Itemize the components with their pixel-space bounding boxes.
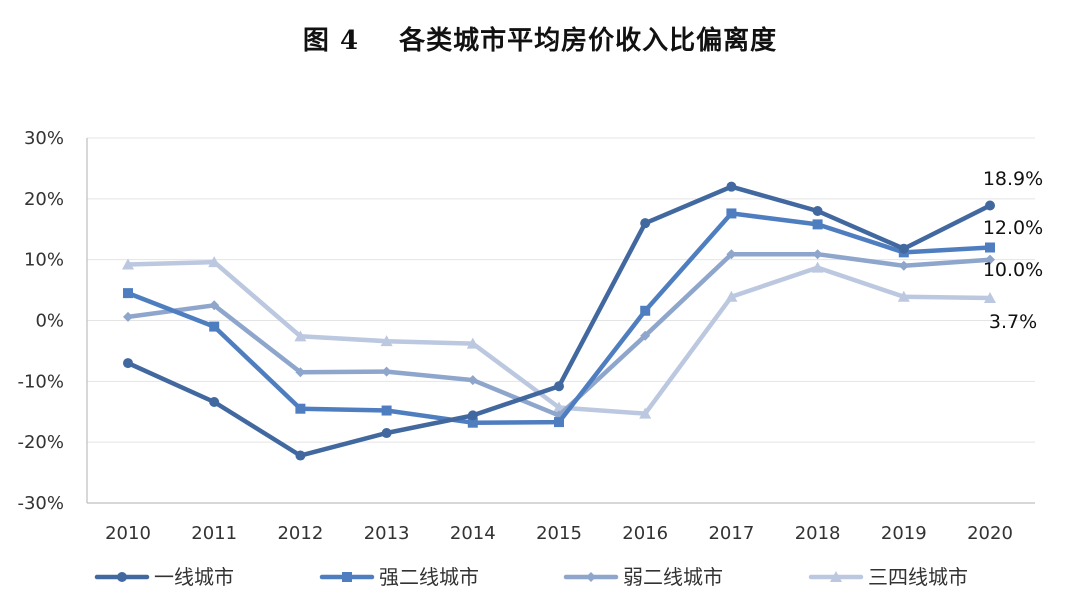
data-point [123,311,133,322]
data-point [467,375,478,386]
legend-label: 三四线城市 [868,565,968,589]
data-point [897,290,910,302]
x-tick-label: 2010 [105,523,151,544]
y-tick-label: -20% [17,432,64,453]
x-tick-label: 2017 [708,523,754,544]
data-point [640,218,651,229]
legend-item: 弱二线城市 [563,565,723,589]
data-point [812,219,823,230]
y-tick-label: -30% [17,493,64,514]
x-tick-label: 2014 [450,523,496,544]
axes: -30% -20% -10% 0% 10% 20% 30% 2010 2011 2012 2013 2… [17,128,1035,544]
x-tick-label: 2011 [191,523,237,544]
data-point [811,261,824,273]
data-point [985,200,995,211]
x-tick-label: 2020 [967,523,1013,544]
x-tick-label: 2016 [622,523,668,544]
data-point [898,243,909,254]
figure-title: 各类城市平均房价收入比偏离度 [399,26,778,56]
x-tick-label: 2019 [881,523,927,544]
gridlines [87,137,1035,443]
legend-label: 一线城市 [154,565,234,589]
data-point [639,407,652,419]
legend-label: 弱二线城市 [623,565,723,589]
data-point [209,397,220,408]
series-2 [123,208,995,428]
series-3 [123,249,995,421]
data-point [295,450,306,461]
data-point [586,572,596,582]
data-point [812,206,823,216]
data-point [467,410,478,421]
series-lines [122,181,996,461]
data-point [726,208,737,219]
data-point [984,291,996,303]
data-point [117,572,127,582]
series-1 [123,181,995,461]
x-tick-label: 2018 [795,523,841,544]
data-point [726,181,737,192]
legend-item: 强二线城市 [319,565,479,589]
data-point [640,330,651,341]
data-point [381,366,392,377]
end-data-label: 3.7% [989,311,1037,333]
legend: 一线城市 强二线城市 弱二线城市 三四线城市 [94,565,968,589]
data-point [985,242,995,253]
end-data-label: 12.0% [983,217,1043,239]
data-point [466,337,479,349]
data-point [208,256,221,268]
data-point [295,403,306,414]
legend-label: 强二线城市 [379,565,479,589]
data-point [726,249,737,260]
data-point [830,571,842,582]
series-line [125,211,993,425]
data-point [209,300,220,311]
figure-number: 图 4 [302,26,360,56]
series-line [125,251,993,418]
legend-item: 三四线城市 [808,565,968,589]
data-point [295,367,306,378]
legend-item: 一线城市 [94,565,234,589]
x-tick-label: 2015 [536,523,582,544]
y-tick-label: 20% [24,189,64,210]
x-tick-label: 2012 [277,523,323,544]
y-tick-label: 10% [24,250,64,271]
end-data-label: 10.0% [983,259,1043,281]
data-point [122,258,134,270]
data-point [812,249,823,260]
y-tick-label: 30% [24,128,64,149]
data-point [381,405,392,416]
data-point [467,417,478,428]
data-point [123,288,133,299]
data-point [294,330,307,342]
data-point [342,572,352,582]
end-data-label: 18.9% [983,168,1043,190]
y-tick-label: 0% [35,311,64,332]
series-4 [122,256,996,419]
y-tick-label: -10% [17,371,64,392]
data-point [898,260,909,271]
data-point [380,335,393,347]
data-point [123,358,133,369]
data-point [381,428,392,439]
data-labels: 18.9% 12.0% 10.0% 3.7% [983,168,1043,333]
x-tick-label: 2013 [364,523,410,544]
data-point [209,321,220,332]
data-point [554,381,564,392]
data-point [725,290,738,302]
data-point [554,417,564,428]
data-point [985,254,995,265]
data-point [640,305,651,316]
chart-title: 图 4 各类城市平均房价收入比偏离度 [0,20,1080,57]
